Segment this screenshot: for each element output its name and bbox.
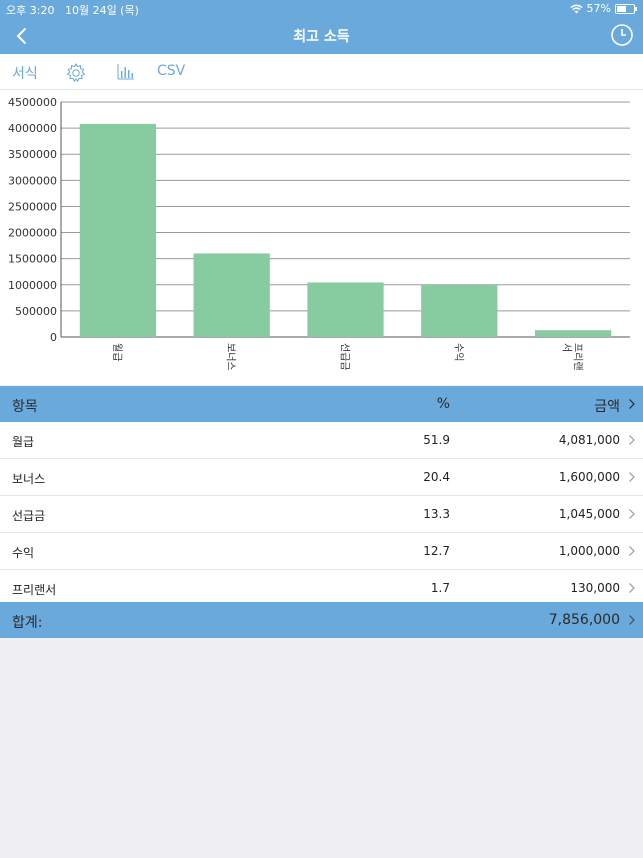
y-tick-label: 0: [50, 331, 57, 344]
bar-chart: 0 500000 1000000 1500000 2000000 2500000 30000…: [8, 96, 630, 371]
x-tick-label: 선급금: [339, 343, 351, 371]
wifi-icon: [569, 4, 583, 13]
row-name: 수익: [12, 546, 35, 560]
status-bar: 오후 3:20 10월 24일 (목) 57%: [0, 0, 643, 17]
row-name: 월급: [12, 435, 35, 449]
x-tick-label-text: 선급금: [339, 343, 351, 371]
row-amount: 1,045,000: [558, 507, 620, 521]
table-row[interactable]: 월급 51.9 4,081,000: [0, 422, 643, 459]
chevron-right-icon: [629, 509, 635, 519]
row-name: 보너스: [12, 472, 46, 486]
x-tick-label: 보너스: [225, 343, 237, 371]
table-row[interactable]: 선급금 13.3 1,045,000: [0, 496, 643, 533]
chevron-right-icon[interactable]: [628, 398, 636, 410]
row-amount: 1,000,000: [558, 544, 620, 558]
bar: [534, 330, 612, 337]
y-tick-label: 4500000: [8, 96, 57, 109]
y-tick-label: 3000000: [8, 174, 57, 187]
navigation-bar: 최고 소득: [0, 17, 643, 54]
row-name: 프리랜서: [12, 583, 57, 597]
x-tick-label-text: 수익: [452, 343, 464, 361]
row-name: 선급금: [12, 509, 46, 523]
battery-icon: [615, 3, 637, 14]
row-amount: 4,081,000: [558, 433, 620, 447]
row-percent: 51.9: [423, 433, 450, 447]
header-percent: %: [436, 396, 450, 412]
y-tick-label: 1500000: [8, 253, 57, 266]
row-percent: 20.4: [423, 470, 450, 484]
gear-icon[interactable]: [65, 62, 87, 84]
y-tick-label: 500000: [15, 305, 57, 318]
chevron-right-icon: [629, 546, 635, 556]
y-tick-label: 1000000: [8, 279, 57, 292]
bar: [307, 282, 384, 337]
x-tick-label-text: 서: [561, 343, 573, 352]
header-item: 항목: [12, 399, 38, 415]
y-tick-label: 3500000: [8, 148, 57, 161]
status-date: 10월 24일 (목): [64, 4, 139, 17]
table-row[interactable]: 수익 12.7 1,000,000: [0, 533, 643, 570]
total-row[interactable]: 합계: 7,856,000: [0, 602, 643, 638]
income-table: 월급 51.9 4,081,000 보너스 20.4 1,600,000 선급금…: [0, 422, 643, 606]
row-amount: 1,600,000: [558, 470, 620, 484]
row-percent: 12.7: [423, 544, 450, 558]
row-percent: 1.7: [430, 581, 450, 595]
x-tick-label-text: 월급: [111, 343, 123, 361]
bar: [79, 123, 157, 338]
clock-icon: [611, 24, 633, 46]
chevron-right-icon: [629, 615, 635, 625]
y-tick-label: 2000000: [8, 227, 57, 240]
bar: [421, 284, 498, 337]
row-amount: 130,000: [570, 581, 620, 595]
battery-percent: 57%: [586, 2, 611, 15]
x-tick-label-text: 보너스: [225, 343, 237, 371]
table-row[interactable]: 보너스 20.4 1,600,000: [0, 459, 643, 496]
chevron-right-icon: [629, 472, 635, 482]
row-percent: 13.3: [423, 507, 450, 521]
x-tick-label: 수익: [452, 343, 464, 361]
x-tick-label: 월급: [111, 343, 123, 361]
format-button[interactable]: 서식: [12, 66, 38, 82]
table-header: 항목 % 금액: [0, 386, 643, 422]
back-button[interactable]: [10, 23, 36, 49]
status-time: 오후 3:20: [6, 4, 55, 17]
chevron-right-icon: [629, 583, 635, 593]
total-value: 7,856,000: [548, 612, 620, 628]
header-amount: 금액: [594, 399, 620, 415]
csv-button[interactable]: CSV: [157, 63, 186, 79]
table-row[interactable]: 프리랜서 1.7 130,000: [0, 570, 643, 606]
y-tick-label: 2500000: [8, 200, 57, 213]
page-title: 최고 소득: [293, 29, 350, 45]
chevron-right-icon: [629, 435, 635, 445]
x-tick-label-text: 프리랜: [572, 343, 584, 371]
history-button[interactable]: [609, 22, 635, 48]
toolbar: 서식 CSV: [0, 54, 643, 90]
bar-chart-icon[interactable]: [117, 62, 135, 80]
chevron-left-icon: [16, 28, 26, 44]
total-label: 합계:: [12, 615, 43, 631]
x-tick-label: 프리랜서: [561, 343, 584, 371]
chart-area: 0 500000 1000000 1500000 2000000 2500000 30000…: [0, 90, 643, 385]
y-tick-label: 4000000: [8, 122, 57, 135]
bar: [193, 253, 270, 337]
